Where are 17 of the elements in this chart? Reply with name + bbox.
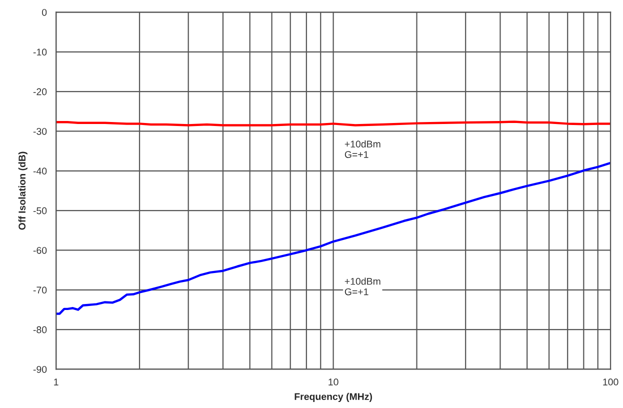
annotation: +10dBm G=+1 xyxy=(344,278,380,296)
x-axis-title: Frequency (MHz) xyxy=(294,392,372,402)
x-tick-label: 100 xyxy=(603,378,618,386)
y-axis-title: Off Isolation (dB) xyxy=(18,152,28,230)
y-tick-label: -10 xyxy=(33,48,47,56)
y-tick-label: 0 xyxy=(42,8,47,16)
y-tick-label: -70 xyxy=(33,286,47,294)
y-tick-label: -80 xyxy=(33,326,47,334)
y-tick-label: -50 xyxy=(33,207,47,214)
y-tick-label: -40 xyxy=(33,168,47,175)
y-tick-label: -90 xyxy=(33,366,47,373)
y-tick-label: -60 xyxy=(33,246,47,254)
y-tick-label: -20 xyxy=(33,88,47,96)
x-tick-label: 10 xyxy=(328,378,338,386)
annotation: +10dBm G=+1 xyxy=(344,140,380,158)
y-tick-label: -30 xyxy=(33,128,47,135)
x-tick-label: 1 xyxy=(54,378,58,386)
